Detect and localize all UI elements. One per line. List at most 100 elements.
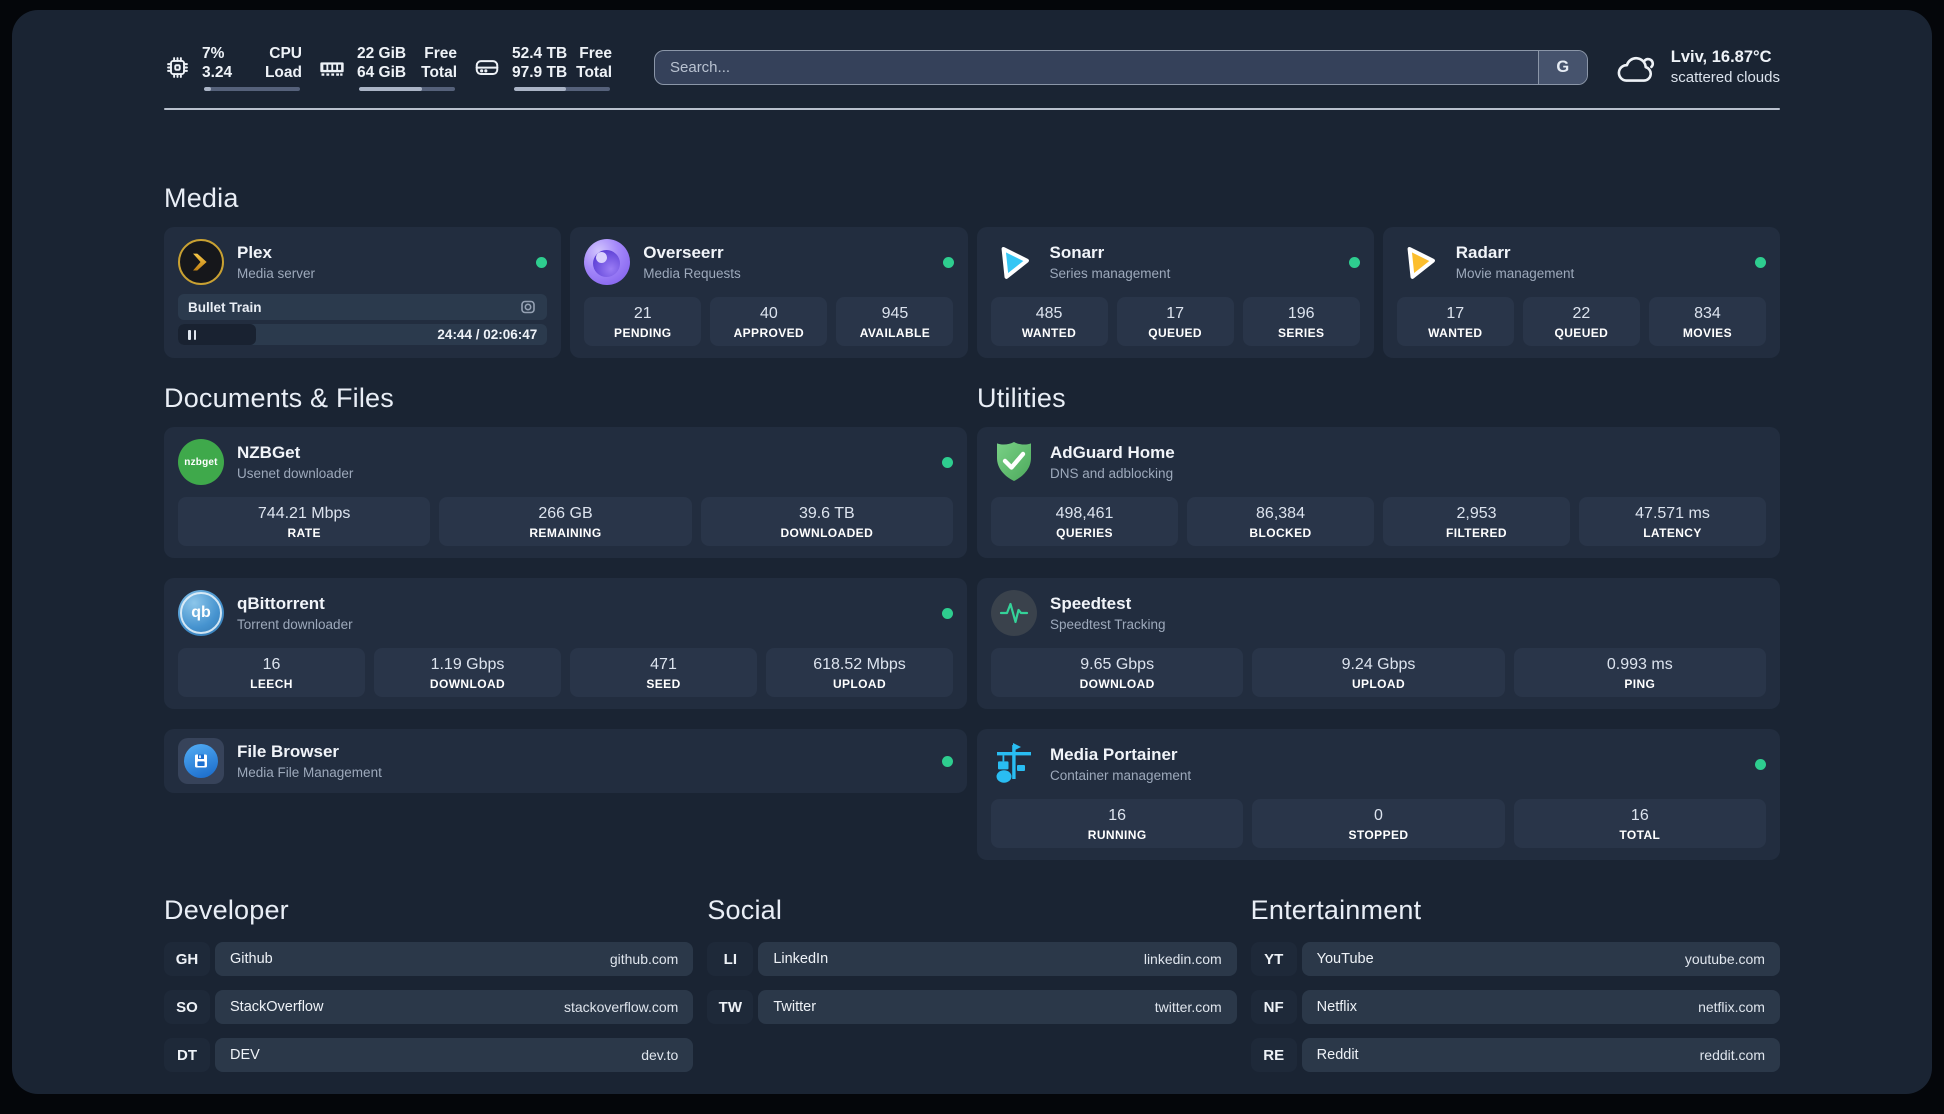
bookmark-abbr: DT (164, 1038, 210, 1072)
bookmark-name: StackOverflow (230, 999, 324, 1015)
status-badge (1755, 256, 1766, 268)
status-badge (1755, 758, 1766, 770)
app-name: Radarr (1455, 243, 1511, 262)
bookmark-name: Github (230, 951, 273, 967)
app-name: NZBGet (237, 443, 301, 462)
stat-box: 47.571 ms LATENCY (1579, 497, 1766, 546)
speedtest-card[interactable]: Speedtest Speedtest Tracking 9.65 Gbps DO… (977, 578, 1780, 709)
stat-box: 40 APPROVED (710, 297, 828, 346)
status-badge (942, 755, 953, 767)
bookmark-abbr: SO (164, 990, 210, 1024)
entertainment-bookmarks: Entertainment YT YouTube youtube.com NF N… (1250, 894, 1780, 1072)
app-name: Overseerr (643, 243, 724, 262)
plex-card[interactable]: Plex Media server Bullet Train 24:44 / 0 (164, 227, 562, 358)
app-description: Media Requests (643, 266, 741, 281)
bookmark-url: dev.to (641, 1047, 679, 1063)
sonarr-icon (991, 239, 1037, 285)
weather-location-temp: Lviv, 16.87°C (1670, 48, 1772, 66)
hard-drive-icon (475, 60, 499, 75)
app-description: Media File Management (237, 765, 382, 780)
speedtest-icon (991, 590, 1037, 636)
developer-bookmarks: Developer GH Github github.com SO StackOv… (164, 894, 694, 1072)
app-description: Torrent downloader (237, 617, 353, 632)
sonarr-card[interactable]: Sonarr Series management 485 WANTED 17 QUE… (976, 227, 1374, 358)
bookmark-abbr: NF (1250, 990, 1297, 1024)
search-bar: G (654, 49, 1588, 85)
now-playing-title: Bullet Train (188, 299, 262, 315)
bookmark-dev[interactable]: DT DEV dev.to (164, 1038, 694, 1072)
stat-box: 16 TOTAL (1513, 799, 1766, 848)
stat-box: 196 SERIES (1242, 297, 1360, 346)
documents-column: Documents & Files nzbget NZBGet Usenet d… (164, 382, 967, 793)
radarr-card[interactable]: Radarr Movie management 17 WANTED 22 QUEUE… (1382, 227, 1780, 358)
stat-box: 16 RUNNING (991, 799, 1244, 848)
bookmark-url: linkedin.com (1143, 951, 1222, 967)
bookmark-name: YouTube (1316, 951, 1374, 967)
app-name: Sonarr (1049, 243, 1105, 262)
app-name: Plex (237, 243, 272, 262)
bookmark-stackoverflow[interactable]: SO StackOverflow stackoverflow.com (164, 990, 694, 1024)
bookmark-youtube[interactable]: YT YouTube youtube.com (1250, 942, 1780, 976)
cpu-load-value: 3.24 (202, 63, 233, 81)
memory-total-label: Total (421, 63, 457, 81)
radarr-icon (1397, 239, 1443, 285)
dashboard-panel: 7% CPU 3.24 Load 22 GiB Free 64 GiB Total (12, 10, 1932, 1094)
cloud-icon (1617, 56, 1654, 82)
cpu-load-label: Load (264, 63, 302, 81)
weather-widget[interactable]: Lviv, 16.87°C scattered clouds (1614, 47, 1780, 87)
section-title-developer: Developer (164, 895, 289, 925)
adguard-card[interactable]: AdGuard Home DNS and adblocking 498,461 Q… (977, 427, 1780, 558)
bookmark-url: netflix.com (1698, 999, 1765, 1015)
stat-box: 834 MOVIES (1648, 297, 1766, 346)
plex-icon (178, 239, 224, 285)
memory-stat-widget: 22 GiB Free 64 GiB Total (318, 44, 457, 91)
overseerr-card[interactable]: Overseerr Media Requests 21 PENDING 40 APP… (570, 227, 968, 358)
bookmark-abbr: LI (707, 942, 754, 976)
overseerr-icon (584, 239, 631, 285)
disk-progress-bar (514, 86, 610, 91)
bookmark-github[interactable]: GH Github github.com (164, 942, 694, 976)
bookmark-reddit[interactable]: RE Reddit reddit.com (1250, 1038, 1780, 1072)
search-engine-button[interactable]: G (1537, 50, 1587, 84)
bookmark-url: youtube.com (1684, 951, 1765, 967)
stat-box: 86,384 BLOCKED (1187, 497, 1374, 546)
stat-box: 2,953 FILTERED (1383, 497, 1570, 546)
portainer-card[interactable]: Media Portainer Container management 16 R… (977, 729, 1780, 860)
weather-condition: scattered clouds (1670, 69, 1780, 86)
search-input[interactable] (655, 50, 1538, 84)
disk-free-value: 52.4 TB (512, 44, 568, 62)
stat-box: 9.24 Gbps UPLOAD (1252, 648, 1505, 697)
stat-box: 498,461 QUERIES (991, 497, 1178, 546)
nzbget-icon: nzbget (178, 439, 224, 485)
app-description: DNS and adblocking (1050, 466, 1174, 481)
disk-free-label: Free (579, 44, 612, 62)
status-badge (942, 256, 954, 268)
bookmark-name: Twitter (773, 999, 817, 1015)
stat-box: 17 QUEUED (1116, 297, 1234, 346)
app-name: qBittorrent (237, 594, 325, 613)
cpu-chip-icon (167, 56, 188, 78)
cpu-usage-value: 7% (202, 44, 225, 62)
stat-box: 744.21 Mbps RATE (178, 497, 431, 546)
bookmark-url: reddit.com (1699, 1047, 1765, 1063)
header-divider (164, 108, 1780, 110)
stat-box: 1.19 Gbps DOWNLOAD (374, 648, 561, 697)
app-name: Media Portainer (1050, 745, 1178, 764)
app-name: File Browser (237, 742, 340, 761)
stat-box: 0 STOPPED (1252, 799, 1505, 848)
bookmark-twitter[interactable]: TW Twitter twitter.com (707, 990, 1237, 1024)
section-title-social: Social (707, 895, 783, 925)
qbittorrent-card[interactable]: qb qBittorrent Torrent downloader 16 LEEC… (164, 578, 967, 709)
memory-progress-bar (359, 86, 455, 91)
nzbget-card[interactable]: nzbget NZBGet Usenet downloader 744.21 M… (164, 427, 967, 558)
app-description: Container management (1050, 768, 1192, 783)
memory-free-value: 22 GiB (357, 44, 407, 62)
status-badge (942, 607, 953, 619)
section-title-media: Media (164, 183, 239, 213)
filebrowser-icon (178, 738, 224, 784)
playback-progress-bar: 24:44 / 02:06:47 (178, 324, 548, 345)
filebrowser-card[interactable]: File Browser Media File Management (164, 729, 967, 793)
bookmark-netflix[interactable]: NF Netflix netflix.com (1250, 990, 1780, 1024)
app-name: AdGuard Home (1050, 443, 1175, 462)
bookmark-linkedin[interactable]: LI LinkedIn linkedin.com (707, 942, 1237, 976)
